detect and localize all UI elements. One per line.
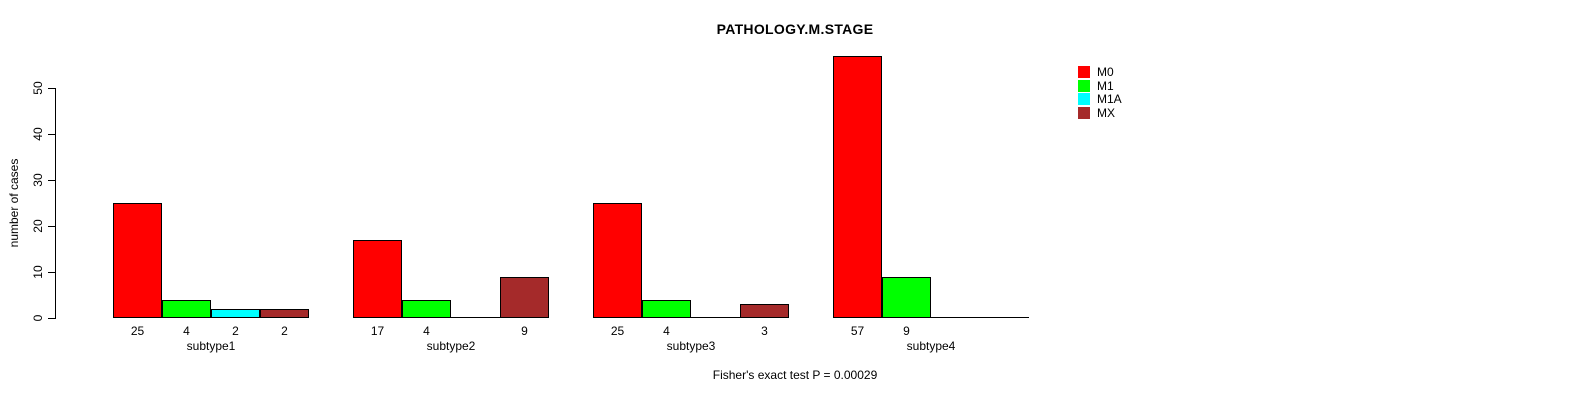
y-axis-tick: [48, 318, 55, 319]
bar-value-label: 4: [423, 324, 430, 338]
bar-value-label: 57: [850, 324, 865, 338]
legend-label-M1: M1: [1097, 78, 1114, 93]
y-axis-tick-label: 40: [31, 127, 45, 141]
legend-label-M1A: M1A: [1097, 92, 1122, 106]
y-axis-tick-label: 20: [31, 219, 45, 233]
bar-zero-subtype2-M1A: [451, 317, 500, 318]
bar-value-label: 17: [370, 324, 385, 338]
bar-value-label: 3: [761, 324, 768, 338]
bar-value-label: 9: [903, 324, 910, 338]
bar-subtype2-M0: [353, 240, 402, 318]
bar-value-label: 2: [232, 324, 239, 338]
bar-subtype2-MX: [500, 277, 549, 318]
category-label-subtype4: subtype4: [906, 339, 956, 353]
bar-subtype4-M0: [833, 56, 882, 318]
bar-subtype3-MX: [740, 304, 789, 318]
y-axis-tick: [48, 180, 55, 181]
y-axis-tick: [48, 88, 55, 89]
y-axis-tick: [48, 226, 55, 227]
statistical-test-annotation: Fisher's exact test P = 0.00029: [712, 368, 878, 382]
bar-subtype4-M1: [882, 277, 931, 318]
bar-subtype1-MX: [260, 309, 309, 318]
y-axis-tick-label: 50: [31, 81, 45, 95]
legend-swatch-M1: [1078, 79, 1090, 92]
y-axis-tick: [48, 134, 55, 135]
bar-subtype1-M1A: [211, 309, 260, 318]
category-label-subtype2: subtype2: [426, 339, 476, 353]
legend-swatch-MX: [1078, 106, 1090, 119]
y-axis-label: number of cases: [7, 158, 21, 248]
category-label-subtype3: subtype3: [666, 339, 716, 353]
bar-value-label: 4: [663, 324, 670, 338]
chart-title: PATHOLOGY.M.STAGE: [716, 21, 874, 37]
y-axis-line: [55, 88, 56, 319]
legend-label-M0: M0: [1097, 65, 1114, 79]
y-axis-tick-label: 30: [31, 173, 45, 187]
bar-subtype1-M1: [162, 300, 211, 318]
y-axis-tick-label: 0: [31, 314, 45, 322]
bar-subtype3-M1: [642, 300, 691, 318]
bar-subtype2-M1: [402, 300, 451, 318]
legend-swatch-M1A: [1078, 93, 1090, 105]
bar-value-label: 25: [130, 324, 145, 338]
bar-subtype3-M0: [593, 203, 642, 318]
y-axis-tick-label: 10: [31, 265, 45, 279]
legend-swatch-M0: [1078, 66, 1090, 78]
bar-value-label: 9: [521, 324, 528, 338]
bar-zero-subtype4-MX: [980, 317, 1029, 318]
bar-subtype1-M0: [113, 203, 162, 318]
bar-zero-subtype3-M1A: [691, 317, 740, 318]
bar-value-label: 4: [183, 324, 190, 338]
y-axis-tick: [48, 272, 55, 273]
bar-value-label: 25: [610, 324, 625, 338]
bar-zero-subtype4-M1A: [931, 317, 980, 318]
legend-label-MX: MX: [1097, 105, 1115, 120]
category-label-subtype1: subtype1: [186, 339, 236, 353]
bar-value-label: 2: [281, 324, 288, 338]
